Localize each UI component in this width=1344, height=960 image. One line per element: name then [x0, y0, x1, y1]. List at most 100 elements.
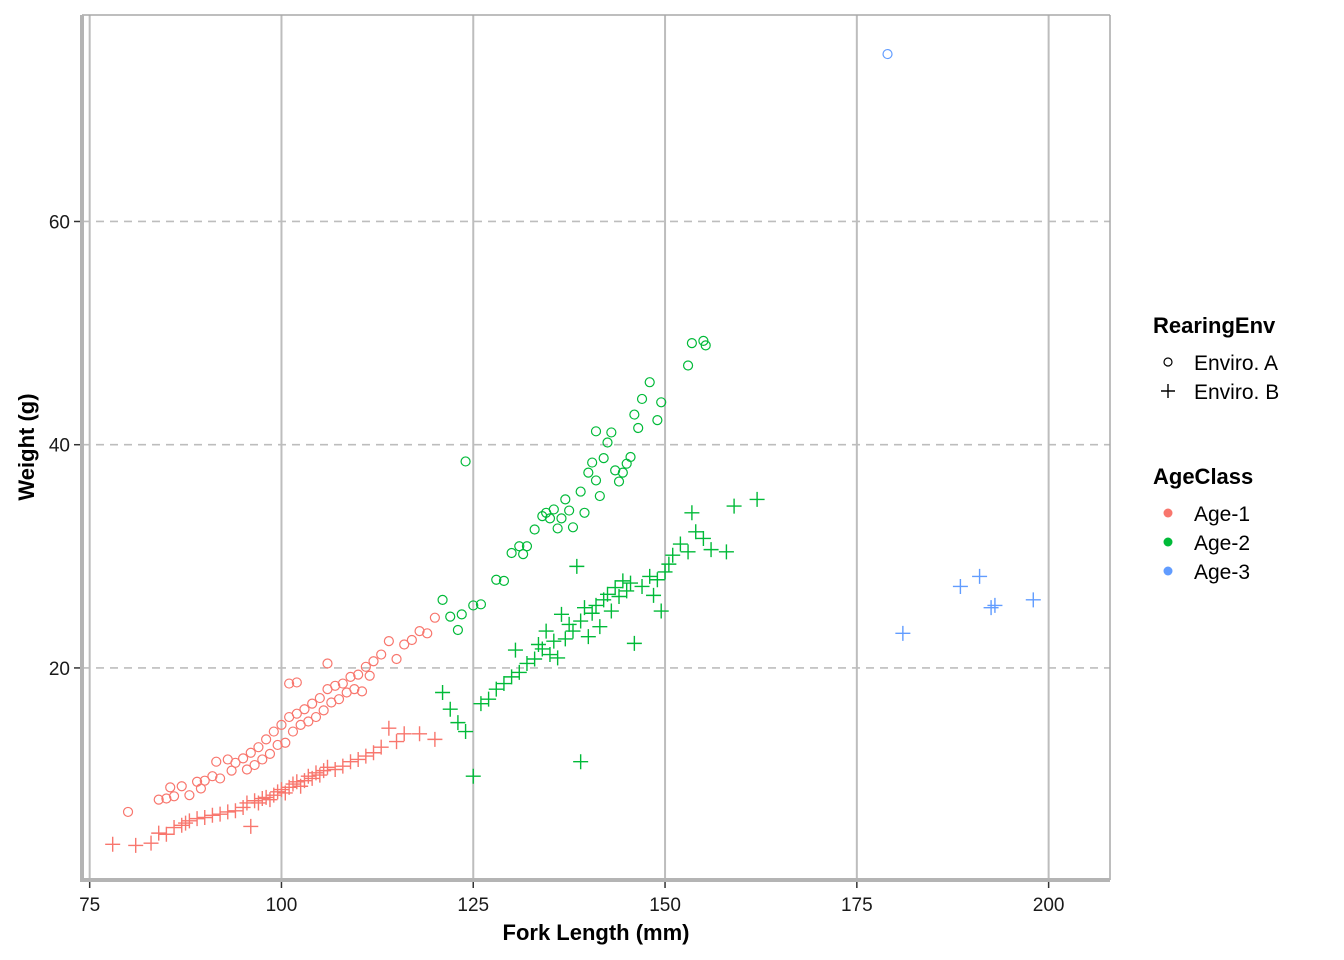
- data-point: [642, 568, 658, 584]
- data-point: [626, 635, 642, 651]
- data-point: [682, 360, 694, 371]
- data-point: [330, 680, 341, 691]
- legend-label-env: Enviro. A: [1194, 352, 1278, 375]
- data-point: [579, 507, 590, 518]
- data-point: [538, 623, 554, 639]
- data-point: [550, 650, 566, 666]
- data-point: [358, 748, 374, 764]
- data-point: [546, 633, 562, 649]
- data-point: [573, 613, 589, 629]
- data-point: [376, 649, 387, 660]
- data-point: [381, 720, 397, 736]
- data-point: [580, 629, 596, 645]
- data-point: [649, 572, 665, 588]
- data-point: [552, 523, 563, 534]
- data-point: [987, 597, 1003, 613]
- data-point: [212, 806, 228, 822]
- data-point: [521, 541, 533, 552]
- data-point: [291, 677, 302, 688]
- data-point: [610, 465, 621, 476]
- legend-label-age: Age-2: [1194, 532, 1250, 555]
- data-point: [592, 619, 608, 635]
- data-point: [695, 530, 711, 546]
- data-point: [634, 578, 650, 594]
- data-point: [414, 626, 425, 637]
- data-point: [749, 491, 765, 507]
- data-point: [882, 48, 893, 60]
- y-tick-label-20: 20: [49, 659, 70, 680]
- data-point: [458, 724, 474, 740]
- data-point: [220, 804, 236, 820]
- data-point: [266, 787, 282, 803]
- tick-labels: 75 100 125 150 175 200 20 40 60: [49, 212, 1065, 916]
- grid-lines: [82, 15, 1110, 880]
- y-axis-title: Weight (g): [14, 393, 39, 500]
- data-point: [399, 639, 410, 650]
- data-point: [245, 747, 256, 758]
- data-point: [280, 737, 291, 748]
- data-point: [498, 575, 510, 586]
- data-point: [657, 564, 673, 580]
- data-point: [700, 340, 711, 351]
- legend-key-color: [1163, 566, 1173, 576]
- data-point: [465, 768, 481, 784]
- data-point: [189, 811, 205, 827]
- data-point: [318, 705, 329, 716]
- data-point: [895, 625, 911, 641]
- data-point: [349, 684, 360, 695]
- data-point: [625, 451, 636, 463]
- data-point: [506, 547, 517, 559]
- data-point: [258, 789, 274, 805]
- data-point: [557, 631, 573, 647]
- data-point: [153, 794, 164, 805]
- data-point: [174, 817, 190, 833]
- data-point: [619, 583, 635, 599]
- data-point: [270, 784, 286, 800]
- data-point: [952, 578, 968, 594]
- data-point: [565, 623, 581, 639]
- legend-shape-items: Enviro. A Enviro. B: [1161, 352, 1279, 404]
- data-point: [556, 513, 567, 524]
- data-point: [383, 636, 394, 647]
- data-point: [680, 544, 696, 560]
- data-point: [561, 616, 577, 632]
- data-point: [199, 775, 210, 786]
- data-point: [507, 642, 523, 658]
- data-point: [412, 726, 428, 742]
- data-point: [473, 696, 489, 712]
- y-tick-label-60: 60: [49, 212, 70, 233]
- legend-key-plus: [1161, 384, 1175, 398]
- data-point: [333, 694, 345, 705]
- data-point: [1025, 592, 1041, 608]
- legend-key-color: [1163, 508, 1173, 518]
- data-point: [653, 603, 669, 619]
- x-tick-label-200: 200: [1033, 895, 1065, 916]
- data-point: [327, 762, 343, 778]
- y-tick-label-40: 40: [49, 436, 70, 457]
- data-point: [360, 661, 371, 672]
- data-point: [646, 587, 662, 603]
- data-point: [726, 498, 742, 514]
- data-point: [652, 415, 663, 426]
- data-point: [445, 611, 456, 622]
- data-point: [588, 597, 604, 613]
- data-point: [527, 651, 543, 667]
- data-point: [437, 594, 448, 605]
- data-point: [587, 457, 598, 468]
- data-points: [105, 48, 1041, 853]
- data-point: [211, 756, 222, 767]
- data-point: [576, 600, 592, 616]
- data-point: [636, 393, 648, 405]
- data-point: [373, 739, 389, 755]
- data-point: [553, 606, 569, 622]
- data-point: [307, 698, 318, 709]
- data-point: [122, 806, 134, 818]
- data-point: [468, 600, 479, 611]
- data-point: [406, 634, 417, 646]
- data-point: [303, 716, 314, 727]
- data-point: [230, 757, 241, 768]
- data-point: [475, 599, 487, 610]
- data-point: [575, 486, 586, 497]
- data-point: [623, 575, 639, 591]
- data-point: [615, 573, 631, 589]
